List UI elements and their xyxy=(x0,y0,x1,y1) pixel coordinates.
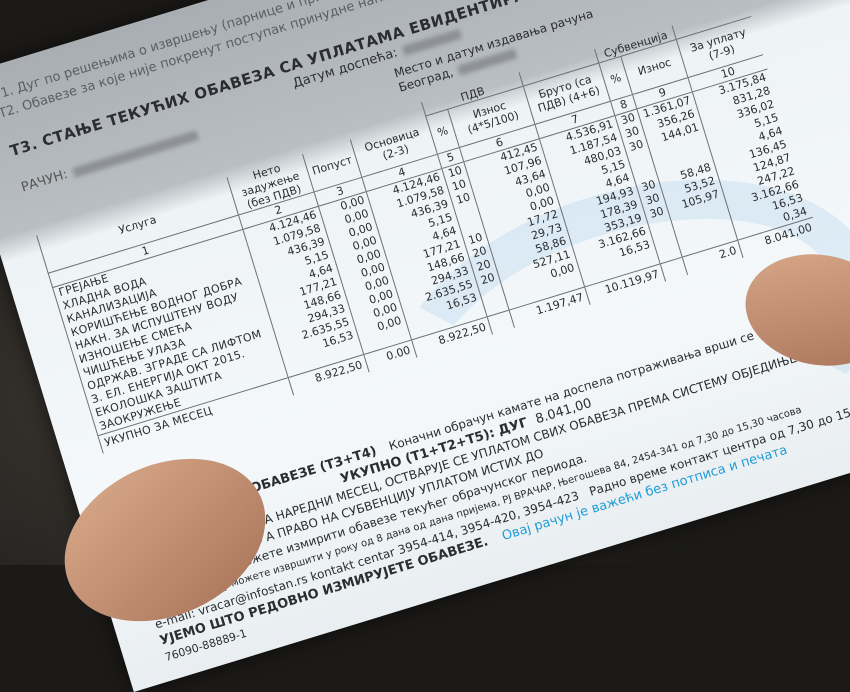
invoice-label: РАЧУН: xyxy=(19,167,70,196)
redacted-number xyxy=(71,129,199,178)
